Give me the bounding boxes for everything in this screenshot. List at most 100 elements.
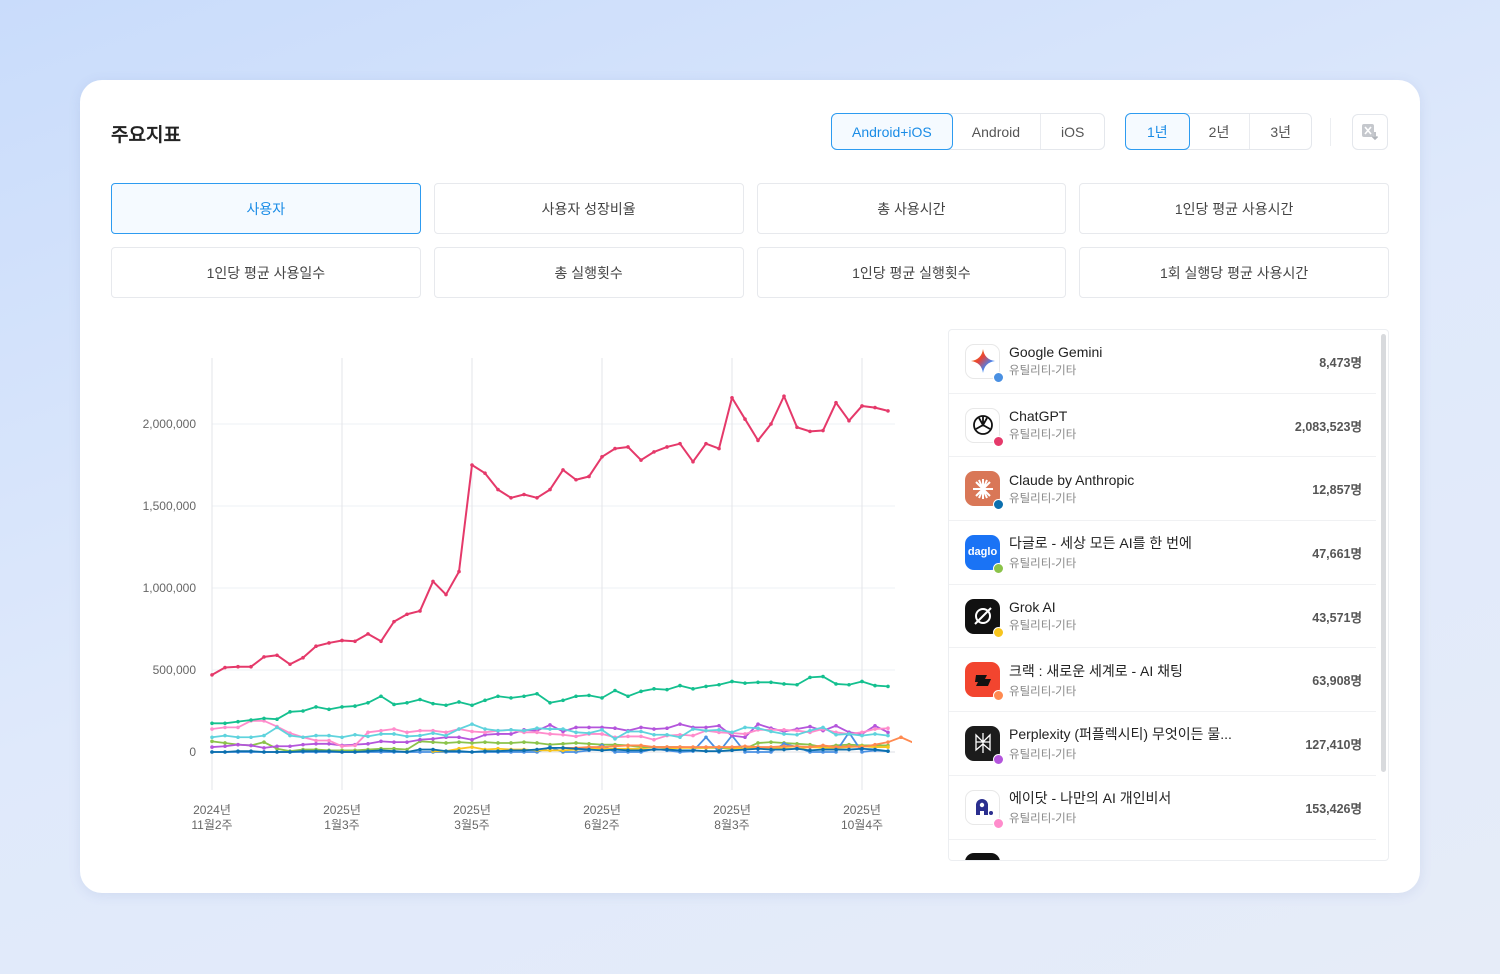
data-point[interactable] (873, 683, 877, 688)
data-point[interactable] (743, 681, 747, 685)
data-point[interactable] (587, 725, 591, 730)
data-point[interactable] (743, 750, 747, 754)
data-point[interactable] (457, 735, 461, 740)
data-point[interactable] (379, 639, 383, 644)
data-point[interactable] (678, 745, 682, 749)
app-list-item[interactable]: 에이닷 - 나만의 AI 개인비서 유틸리티-기타 153,426명 (949, 776, 1376, 840)
data-point[interactable] (210, 727, 214, 731)
data-point[interactable] (418, 609, 422, 613)
data-point[interactable] (847, 682, 851, 687)
data-point[interactable] (652, 727, 656, 731)
data-point[interactable] (405, 612, 409, 617)
data-point[interactable] (327, 641, 331, 645)
data-point[interactable] (769, 422, 773, 426)
data-point[interactable] (717, 723, 721, 728)
period-1y[interactable]: 1년 (1125, 113, 1190, 150)
data-point[interactable] (704, 728, 708, 733)
data-point[interactable] (249, 749, 253, 753)
data-point[interactable] (574, 477, 578, 482)
data-point[interactable] (483, 471, 487, 475)
data-point[interactable] (314, 733, 318, 738)
data-point[interactable] (873, 745, 877, 749)
data-point[interactable] (704, 684, 708, 689)
data-point[interactable] (418, 697, 422, 702)
data-point[interactable] (795, 746, 799, 751)
data-point[interactable] (340, 735, 344, 740)
data-point[interactable] (691, 687, 695, 691)
data-point[interactable] (275, 653, 279, 658)
data-point[interactable] (509, 728, 513, 732)
data-point[interactable] (808, 748, 812, 753)
data-point[interactable] (405, 701, 409, 705)
data-point[interactable] (457, 569, 461, 574)
data-point[interactable] (392, 749, 396, 753)
data-point[interactable] (730, 395, 734, 400)
data-point[interactable] (782, 394, 786, 398)
data-point[interactable] (275, 746, 279, 751)
app-list-item[interactable]: 제타(zeta) - 상상이 현실이 되는 AI 채팅 (949, 840, 1376, 860)
data-point[interactable] (236, 725, 240, 730)
data-point[interactable] (288, 733, 292, 738)
data-point[interactable] (574, 746, 578, 751)
data-point[interactable] (236, 719, 240, 724)
data-point[interactable] (288, 750, 292, 754)
data-point[interactable] (808, 675, 812, 680)
data-point[interactable] (795, 728, 799, 733)
data-point[interactable] (652, 747, 656, 752)
data-point[interactable] (717, 745, 721, 749)
data-point[interactable] (457, 727, 461, 731)
data-point[interactable] (509, 741, 513, 745)
data-point[interactable] (327, 742, 331, 746)
data-point[interactable] (340, 705, 344, 709)
data-point[interactable] (327, 733, 331, 738)
data-point[interactable] (860, 750, 864, 754)
metric-tab-total-launches[interactable]: 총 실행횟수 (433, 247, 744, 298)
app-list-item[interactable]: 크랙 : 새로운 세계로 - AI 채팅 유틸리티-기타 63,908명 (949, 648, 1376, 713)
data-point[interactable] (392, 740, 396, 744)
data-point[interactable] (210, 735, 214, 740)
data-point[interactable] (886, 740, 890, 744)
data-point[interactable] (340, 750, 344, 754)
data-point[interactable] (431, 731, 435, 735)
data-point[interactable] (834, 750, 838, 754)
data-point[interactable] (730, 745, 734, 749)
data-point[interactable] (600, 725, 604, 730)
data-point[interactable] (756, 750, 760, 754)
data-point[interactable] (639, 743, 643, 748)
data-point[interactable] (236, 749, 240, 753)
data-point[interactable] (665, 445, 669, 449)
data-point[interactable] (782, 728, 786, 732)
data-point[interactable] (587, 745, 591, 749)
data-point[interactable] (613, 446, 617, 451)
data-point[interactable] (860, 730, 864, 735)
metric-tab-users[interactable]: 사용자 (111, 183, 421, 234)
data-point[interactable] (379, 732, 383, 736)
metric-tab-growth[interactable]: 사용자 성장비율 (433, 183, 744, 234)
data-point[interactable] (431, 579, 435, 584)
data-point[interactable] (561, 732, 565, 737)
data-point[interactable] (756, 726, 760, 731)
data-point[interactable] (691, 748, 695, 753)
data-point[interactable] (223, 750, 227, 754)
data-point[interactable] (353, 639, 357, 644)
data-point[interactable] (639, 734, 643, 739)
data-point[interactable] (548, 701, 552, 705)
data-point[interactable] (613, 737, 617, 741)
data-point[interactable] (574, 741, 578, 745)
data-point[interactable] (691, 727, 695, 731)
data-point[interactable] (262, 746, 266, 750)
data-point[interactable] (600, 728, 604, 732)
data-point[interactable] (301, 735, 305, 740)
data-point[interactable] (210, 673, 214, 677)
data-point[interactable] (769, 740, 773, 744)
data-point[interactable] (470, 741, 474, 745)
data-point[interactable] (275, 744, 279, 749)
data-point[interactable] (730, 679, 734, 684)
data-point[interactable] (873, 742, 877, 747)
data-point[interactable] (652, 745, 656, 749)
data-point[interactable] (548, 742, 552, 747)
data-point[interactable] (886, 749, 890, 753)
data-point[interactable] (379, 739, 383, 744)
data-point[interactable] (756, 741, 760, 745)
data-point[interactable] (847, 732, 851, 736)
